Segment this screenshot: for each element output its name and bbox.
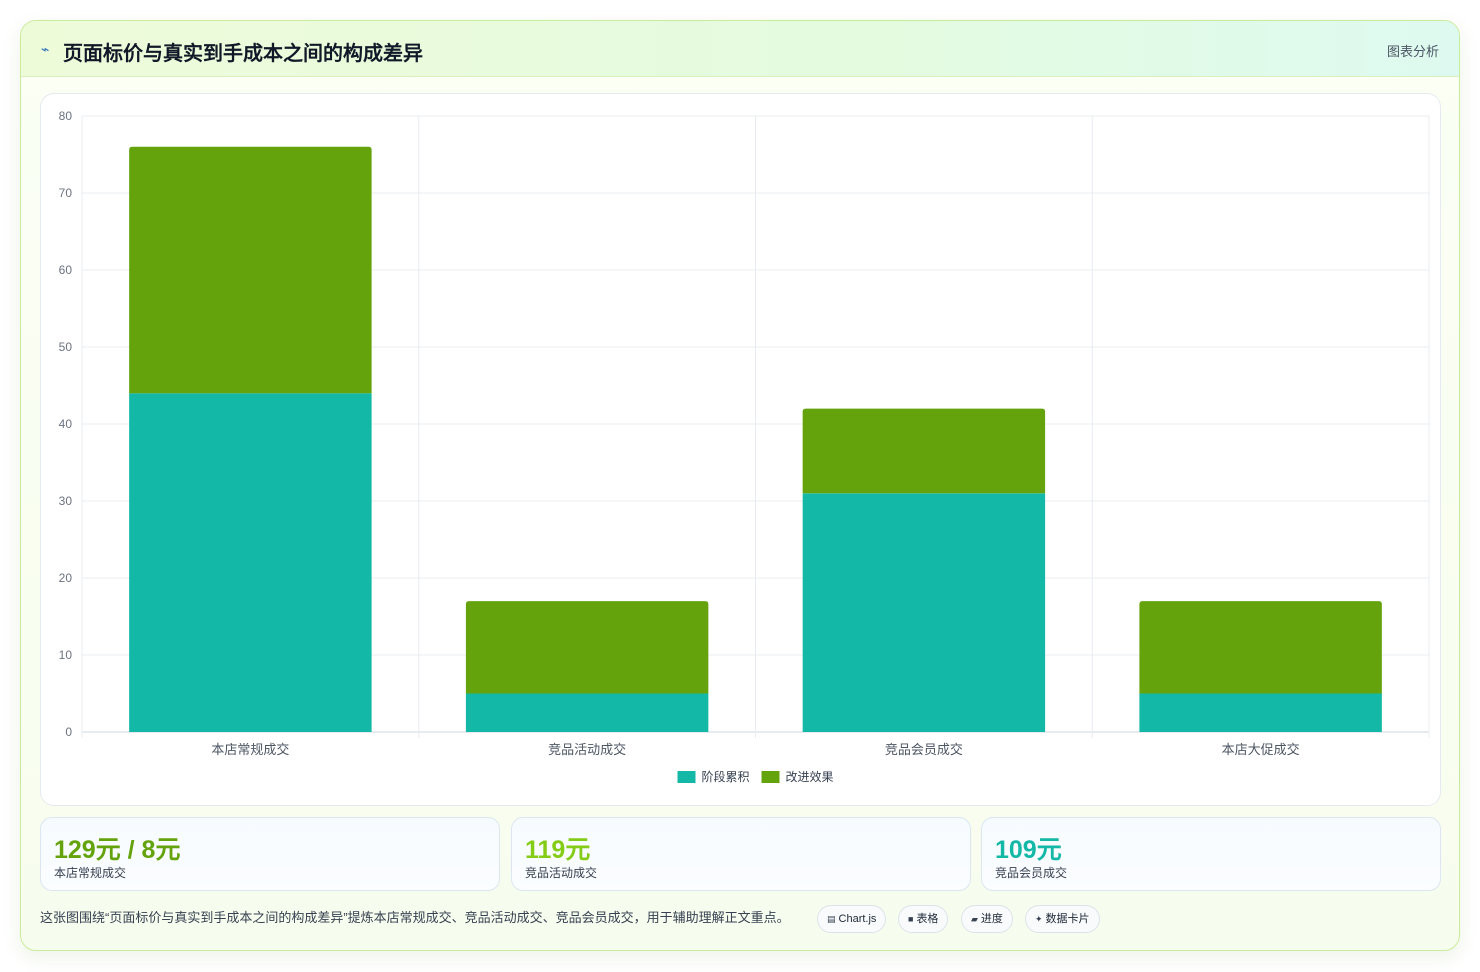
sparkle-icon: ✦ <box>1035 914 1043 924</box>
bar-segment-改进效果 <box>465 601 709 694</box>
tag-label: 进度 <box>980 913 1003 925</box>
page-title: 页面标价与真实到手成本之间的构成差异 <box>63 43 423 65</box>
stat-value: 119元 <box>525 836 591 864</box>
x-tick-label: 本店大促成交 <box>1222 742 1300 757</box>
stat-card-3: 109元 竞品会员成交 <box>981 817 1441 891</box>
bar-segment-改进效果 <box>802 408 1046 494</box>
bar-segment-改进效果 <box>129 146 372 394</box>
y-tick-label: 50 <box>59 340 73 354</box>
chart-icon: ▤ <box>827 914 836 924</box>
chart-description: 这张图围绕“页面标价与真实到手成本之间的构成差异”提炼本店常规成交、竞品活动成交… <box>40 910 790 925</box>
bar-segment-改进效果 <box>1139 601 1382 694</box>
legend-label: 改进效果 <box>786 769 834 784</box>
y-tick-label: 30 <box>59 494 73 508</box>
stat-value: 109元 <box>995 836 1062 864</box>
tag-label: Chart.js <box>838 913 877 925</box>
y-tick-label: 20 <box>59 571 73 585</box>
stat-card-2: 119元 竞品活动成交 <box>511 817 971 891</box>
stat-cards: 129元 / 8元 本店常规成交 119元 竞品活动成交 109元 竞品会员成交 <box>40 817 1441 891</box>
table-icon: ■ <box>908 914 914 924</box>
stat-label: 竞品会员成交 <box>995 866 1068 880</box>
chart-card: ⌁ 页面标价与真实到手成本之间的构成差异 图表分析 0 10 20 30 40 50 60 7… <box>20 20 1460 951</box>
stat-label: 本店常规成交 <box>54 866 127 880</box>
tag-chartjs[interactable]: ▤ Chart.js <box>817 905 887 933</box>
legend-swatch <box>761 771 780 783</box>
bar-segment-阶段累积 <box>1139 693 1382 732</box>
y-tick-label: 0 <box>65 725 72 739</box>
stat-card-1: 129元 / 8元 本店常规成交 <box>40 817 500 891</box>
y-tick-label: 10 <box>59 648 73 662</box>
y-tick-label: 60 <box>59 263 73 277</box>
tag-label: 数据卡片 <box>1045 913 1090 925</box>
x-tick-label: 竞品会员成交 <box>885 742 963 757</box>
tag-data-card[interactable]: ✦ 数据卡片 <box>1025 905 1100 933</box>
y-tick-label: 70 <box>59 186 73 200</box>
tag-progress[interactable]: ▰ 进度 <box>961 905 1013 933</box>
legend-label: 阶段累积 <box>702 769 750 784</box>
legend-swatch <box>677 771 696 783</box>
chart-panel: 0 10 20 30 40 50 60 70 80 本店常规成交 竞品活动成交 竞品会员成交 本店大促成… <box>40 93 1441 806</box>
y-tick-label: 40 <box>59 417 73 431</box>
tag-table[interactable]: ■ 表格 <box>898 905 949 933</box>
stat-label: 竞品活动成交 <box>525 866 598 880</box>
progress-icon: ▰ <box>971 914 978 924</box>
y-tick-label: 80 <box>59 109 73 123</box>
x-tick-label: 竞品活动成交 <box>548 742 626 757</box>
bar-segment-阶段累积 <box>802 493 1046 732</box>
bar-segment-阶段累积 <box>465 693 709 732</box>
line-chart-icon: ⌁ <box>41 41 50 57</box>
tag-label: 表格 <box>916 913 939 925</box>
card-header: ⌁ 页面标价与真实到手成本之间的构成差异 图表分析 <box>21 21 1459 77</box>
bar-segment-阶段累积 <box>129 393 372 732</box>
x-tick-label: 本店常规成交 <box>211 742 289 757</box>
stat-value: 129元 / 8元 <box>54 836 181 864</box>
stacked-bar-chart: 0 10 20 30 40 50 60 70 80 本店常规成交 竞品活动成交 竞品会员成交 本店大促成… <box>59 109 1430 784</box>
chart-analysis-button[interactable]: 图表分析 <box>1386 44 1439 59</box>
